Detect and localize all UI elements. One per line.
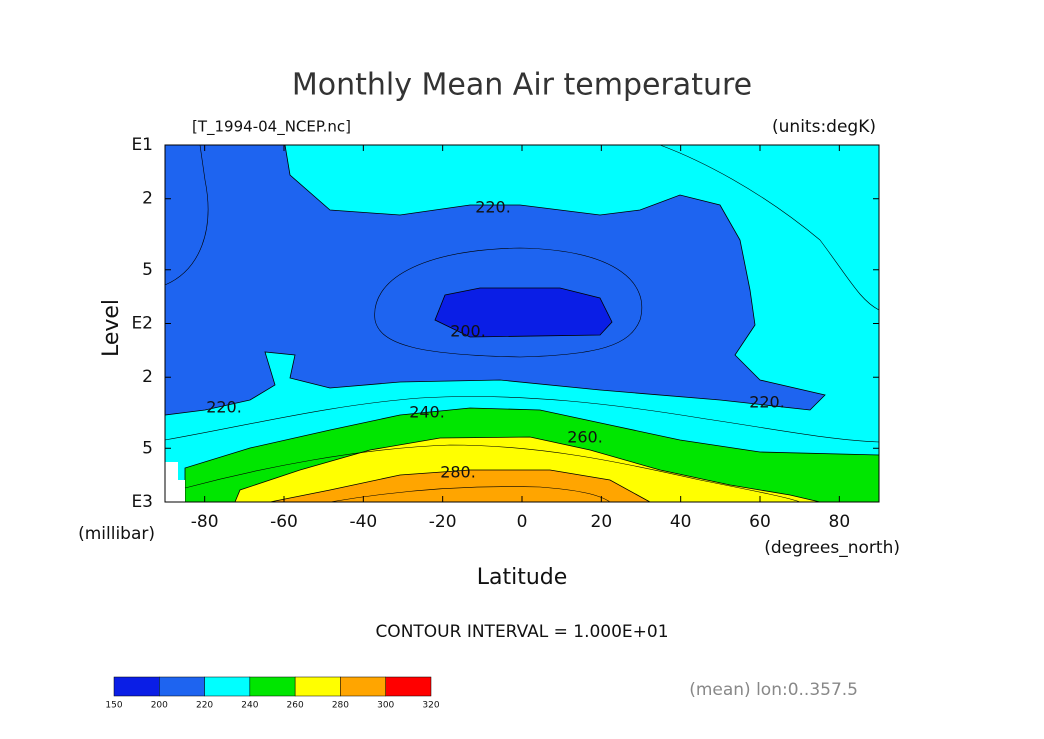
colorbar-label: 240	[241, 701, 258, 711]
x-tick-label: -40	[349, 512, 377, 532]
y-axis-units: (millibar)	[78, 524, 155, 544]
contour-label: 200.	[450, 322, 486, 341]
contour-line	[164, 144, 209, 286]
colorbar-label: 150	[105, 701, 122, 711]
x-tick-label: 20	[591, 512, 613, 532]
y-tick-label: 2	[142, 367, 153, 387]
y-tick-label: 5	[142, 260, 153, 280]
chart-title: Monthly Mean Air temperature	[292, 68, 752, 103]
colorbar-band	[159, 676, 205, 697]
contour-label: 260.	[567, 428, 603, 447]
colorbar-band	[113, 676, 160, 697]
colorbar-band	[294, 676, 341, 697]
colorbar-label: 280	[332, 701, 349, 711]
file-label: [T_1994-04_NCEP.nc]	[192, 118, 351, 137]
contour-band	[164, 144, 826, 416]
y-tick-label: 5	[142, 438, 153, 458]
x-axis-units: (degrees_north)	[764, 538, 900, 558]
colorbar-label: 220	[196, 701, 213, 711]
y-tick-label: E2	[131, 314, 153, 334]
colorbar-label: 320	[422, 701, 439, 711]
x-axis-label: Latitude	[477, 565, 568, 590]
x-tick-label: 80	[829, 512, 851, 532]
contour-label: 220.	[749, 393, 785, 412]
colorbar-band	[204, 676, 251, 697]
contour-line	[184, 444, 801, 503]
colorbar-band	[249, 676, 296, 697]
x-tick-label: -80	[191, 512, 219, 532]
x-tick-label: -60	[270, 512, 298, 532]
units-label: (units:degK)	[772, 117, 876, 137]
colorbar-band	[385, 676, 432, 697]
colorbar-label: 260	[287, 701, 304, 711]
contour-line	[164, 396, 880, 443]
contour-band	[269, 469, 651, 503]
contour-line	[329, 486, 611, 503]
contour-line	[374, 247, 643, 358]
contour-label: 220.	[475, 198, 511, 217]
contour-band	[434, 287, 613, 338]
colorbar-band	[340, 676, 386, 697]
colorbar-label: 300	[377, 701, 394, 711]
x-tick-label: 0	[517, 512, 528, 532]
contour-label: 220.	[206, 398, 242, 417]
contour-label: 280.	[440, 463, 476, 482]
y-tick-label: 2	[142, 189, 153, 209]
contour-labels: 220. 200. 220. 240. 260. 280. 220.	[206, 198, 785, 482]
y-tick-label: E3	[131, 492, 153, 512]
y-axis-label: Level	[99, 299, 124, 357]
colorbar-label: 200	[151, 701, 168, 711]
contour-lines	[164, 144, 880, 503]
contour-fills	[164, 144, 880, 503]
missing-data	[165, 462, 185, 502]
y-tick-label: E1	[131, 135, 153, 155]
contour-line	[659, 144, 880, 311]
x-tick-label: 60	[749, 512, 771, 532]
contour-label: 240.	[409, 403, 445, 422]
contour-interval: CONTOUR INTERVAL = 1.000E+01	[375, 622, 668, 642]
x-tick-label: -20	[429, 512, 457, 532]
footer-note: (mean) lon:0..357.5	[689, 680, 858, 700]
x-tick-label: 40	[670, 512, 692, 532]
